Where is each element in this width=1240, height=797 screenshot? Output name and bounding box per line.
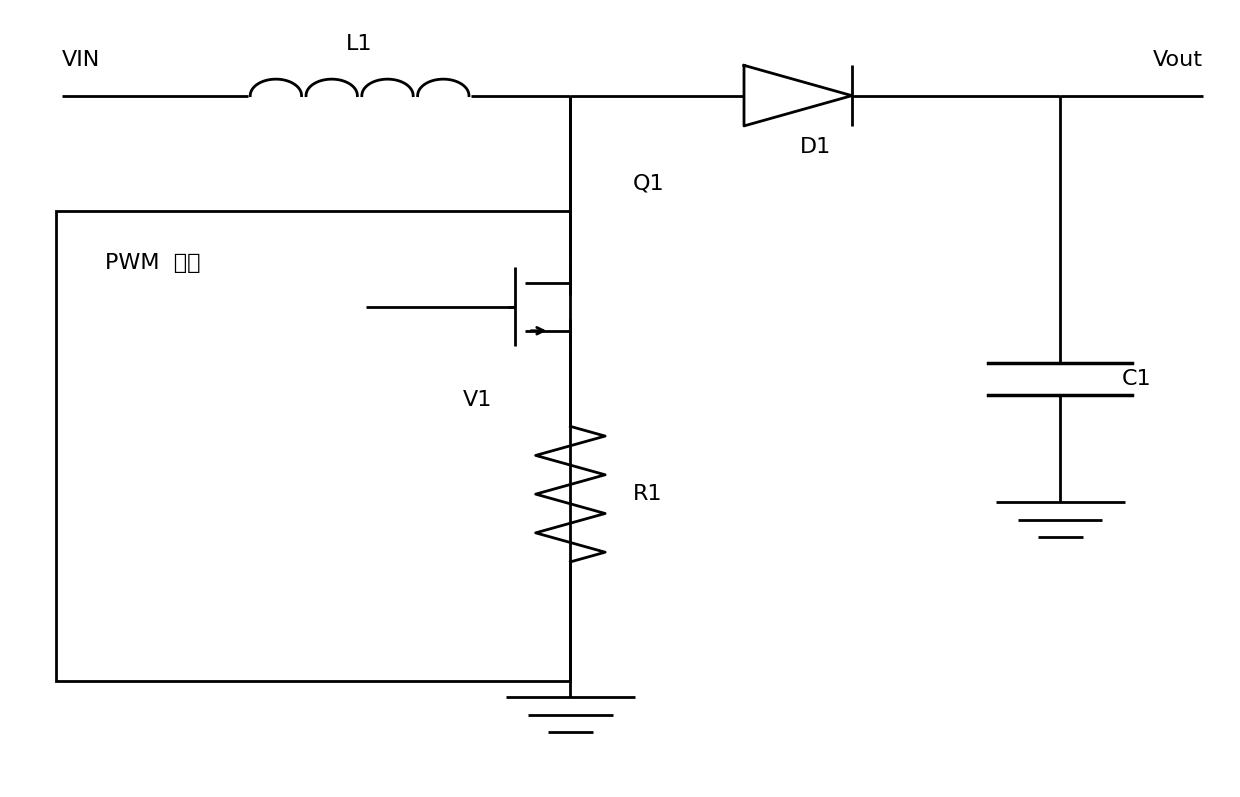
Bar [56, 211, 570, 681]
Text: V1: V1 [463, 390, 492, 410]
Text: R1: R1 [632, 484, 662, 505]
Text: D1: D1 [800, 137, 831, 158]
Text: Q1: Q1 [632, 173, 665, 194]
Text: L1: L1 [346, 33, 373, 54]
Text: PWM  芯片: PWM 芯片 [105, 253, 201, 273]
Text: Vout: Vout [1153, 49, 1203, 70]
Text: VIN: VIN [62, 49, 100, 70]
Text: C1: C1 [1122, 368, 1152, 389]
